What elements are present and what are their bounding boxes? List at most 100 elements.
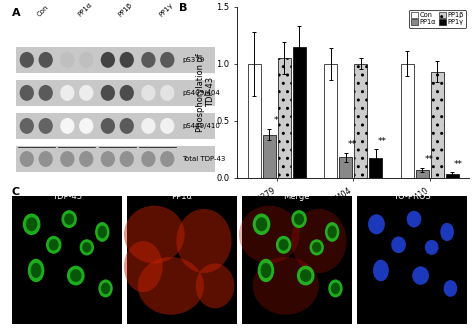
Ellipse shape bbox=[119, 52, 134, 68]
Ellipse shape bbox=[38, 118, 53, 134]
Ellipse shape bbox=[407, 211, 421, 227]
Ellipse shape bbox=[19, 151, 34, 167]
Bar bbox=[369, 158, 382, 178]
Ellipse shape bbox=[325, 222, 339, 242]
Ellipse shape bbox=[19, 118, 34, 134]
Bar bbox=[127, 196, 237, 324]
Ellipse shape bbox=[49, 239, 59, 251]
Bar bbox=[16, 47, 215, 73]
Text: Con: Con bbox=[36, 4, 50, 18]
Text: TO-PRO3: TO-PRO3 bbox=[393, 192, 431, 201]
Ellipse shape bbox=[62, 210, 77, 228]
Ellipse shape bbox=[98, 225, 107, 239]
Ellipse shape bbox=[119, 151, 134, 167]
Ellipse shape bbox=[444, 280, 457, 297]
Ellipse shape bbox=[239, 206, 300, 263]
Ellipse shape bbox=[196, 263, 234, 308]
Text: PP1γ: PP1γ bbox=[158, 2, 174, 18]
Text: *: * bbox=[273, 116, 278, 125]
Ellipse shape bbox=[261, 263, 271, 278]
Ellipse shape bbox=[23, 213, 40, 235]
Bar bbox=[16, 113, 215, 139]
Ellipse shape bbox=[124, 206, 185, 263]
Bar bbox=[354, 64, 367, 178]
Ellipse shape bbox=[70, 269, 82, 282]
Ellipse shape bbox=[138, 257, 204, 315]
Ellipse shape bbox=[100, 118, 115, 134]
Ellipse shape bbox=[141, 85, 155, 101]
Ellipse shape bbox=[292, 210, 307, 228]
Ellipse shape bbox=[124, 241, 163, 292]
Bar bbox=[416, 170, 429, 178]
Text: A: A bbox=[11, 8, 20, 18]
Ellipse shape bbox=[368, 214, 385, 234]
Bar bbox=[263, 135, 276, 178]
Bar bbox=[356, 196, 467, 324]
Ellipse shape bbox=[331, 283, 340, 294]
Ellipse shape bbox=[79, 151, 93, 167]
Text: pS403/404: pS403/404 bbox=[182, 90, 220, 96]
Ellipse shape bbox=[60, 52, 74, 68]
Ellipse shape bbox=[328, 279, 343, 297]
Text: **: ** bbox=[348, 140, 357, 149]
Ellipse shape bbox=[412, 266, 429, 285]
Ellipse shape bbox=[60, 85, 74, 101]
Ellipse shape bbox=[328, 225, 337, 239]
Ellipse shape bbox=[79, 85, 93, 101]
Ellipse shape bbox=[373, 260, 389, 281]
Ellipse shape bbox=[256, 217, 267, 231]
Ellipse shape bbox=[100, 52, 115, 68]
Ellipse shape bbox=[79, 118, 93, 134]
Ellipse shape bbox=[300, 269, 311, 282]
Ellipse shape bbox=[31, 263, 41, 278]
Bar bbox=[16, 146, 215, 172]
Bar bbox=[16, 80, 215, 106]
Bar bbox=[12, 196, 122, 324]
Ellipse shape bbox=[294, 213, 304, 225]
Ellipse shape bbox=[160, 151, 174, 167]
Ellipse shape bbox=[141, 52, 155, 68]
Ellipse shape bbox=[101, 283, 110, 294]
Text: pS409/410: pS409/410 bbox=[182, 123, 220, 129]
Ellipse shape bbox=[46, 236, 62, 254]
Ellipse shape bbox=[253, 257, 319, 315]
Ellipse shape bbox=[258, 259, 274, 282]
Ellipse shape bbox=[160, 85, 174, 101]
Bar bbox=[242, 196, 352, 324]
Text: PP1β: PP1β bbox=[117, 1, 134, 18]
Ellipse shape bbox=[82, 242, 91, 253]
Text: PP1α: PP1α bbox=[172, 192, 192, 201]
Text: pS379: pS379 bbox=[182, 57, 205, 63]
Text: PP1α: PP1α bbox=[77, 1, 93, 18]
Bar bbox=[292, 47, 306, 178]
Ellipse shape bbox=[297, 266, 314, 285]
Ellipse shape bbox=[79, 52, 93, 68]
Ellipse shape bbox=[38, 85, 53, 101]
Bar bbox=[446, 175, 459, 178]
Ellipse shape bbox=[391, 237, 406, 253]
Text: TDP-43: TDP-43 bbox=[52, 192, 82, 201]
Ellipse shape bbox=[38, 151, 53, 167]
Bar bbox=[339, 157, 352, 178]
Text: **: ** bbox=[424, 155, 433, 164]
Ellipse shape bbox=[99, 279, 113, 297]
Ellipse shape bbox=[119, 85, 134, 101]
Bar bbox=[278, 58, 291, 178]
Text: B: B bbox=[179, 3, 188, 13]
Ellipse shape bbox=[26, 217, 37, 231]
Text: **: ** bbox=[454, 160, 463, 169]
Bar bbox=[324, 64, 337, 178]
Ellipse shape bbox=[279, 239, 289, 251]
Ellipse shape bbox=[38, 52, 53, 68]
Ellipse shape bbox=[28, 259, 45, 282]
Ellipse shape bbox=[80, 239, 94, 256]
Bar bbox=[431, 72, 444, 178]
Ellipse shape bbox=[119, 118, 134, 134]
Text: C: C bbox=[12, 187, 20, 197]
Text: Merge: Merge bbox=[283, 192, 310, 201]
Bar bbox=[401, 64, 414, 178]
Ellipse shape bbox=[19, 52, 34, 68]
Ellipse shape bbox=[60, 151, 74, 167]
Ellipse shape bbox=[253, 213, 270, 235]
Ellipse shape bbox=[95, 222, 109, 242]
